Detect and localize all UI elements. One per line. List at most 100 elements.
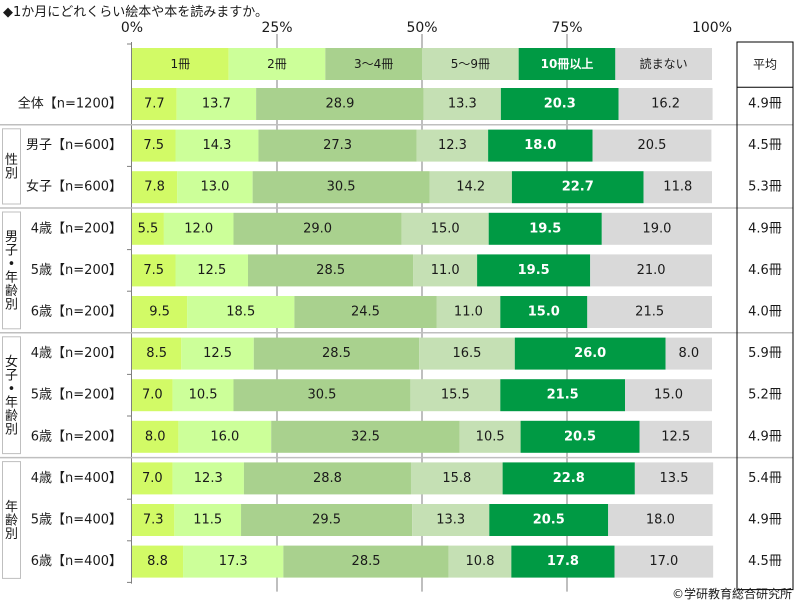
row-label-8: 6歳【n=200】 [31, 429, 122, 444]
average-value-5: 4.0冊 [748, 305, 782, 320]
bar-segment-10-0 [132, 504, 175, 536]
bar-segment-9-3 [410, 462, 503, 495]
bar-segment-2-4 [511, 171, 644, 204]
bar-segment-2-1 [177, 171, 253, 204]
data-label-4-3: 11.0 [431, 263, 460, 278]
data-label-4-4: 19.5 [518, 263, 550, 278]
average-value-8: 4.9冊 [748, 429, 782, 444]
row-label-1: 男子【n=600】 [26, 138, 122, 153]
legend-swatch-4 [518, 48, 616, 80]
data-label-0-1: 13.7 [202, 97, 231, 112]
bar-segment-0-5 [618, 88, 713, 120]
bar-segment-6-1 [181, 337, 254, 370]
row-label-5: 6歳【n=200】 [31, 305, 122, 320]
data-label-10-0: 7.3 [143, 513, 164, 528]
bar-segment-11-2 [283, 545, 449, 578]
group-label-3: 女子•年齢別 [5, 354, 18, 438]
data-label-4-5: 21.0 [637, 263, 666, 278]
x-tick-label: 100% [692, 20, 732, 36]
data-label-6-2: 28.5 [322, 346, 351, 361]
legend-swatch-5 [615, 48, 712, 80]
average-value-7: 5.2冊 [748, 388, 782, 403]
data-label-5-1: 18.5 [226, 305, 255, 320]
data-label-2-0: 7.8 [144, 180, 165, 195]
data-label-9-5: 13.5 [660, 471, 689, 486]
bar-segment-11-5 [614, 545, 714, 578]
bar-segment-10-5 [608, 504, 713, 536]
group-label-2: 男子•年齢別 [5, 230, 18, 313]
data-label-7-3: 15.5 [441, 388, 470, 403]
data-label-6-3: 16.5 [452, 346, 481, 361]
bar-segment-10-3 [412, 504, 490, 536]
bar-segment-11-1 [183, 545, 284, 578]
bar-segment-4-2 [248, 254, 414, 287]
row-label-9: 4歳【n=400】 [31, 471, 122, 486]
data-label-1-2: 27.3 [323, 138, 352, 153]
data-label-11-0: 8.8 [147, 554, 168, 569]
bar-segment-10-1 [174, 504, 242, 536]
bar-segment-8-3 [459, 420, 521, 453]
copyright-credit: ©学研教育総合研究所 [671, 587, 792, 601]
average-value-2: 5.3冊 [748, 180, 782, 195]
data-label-4-2: 28.5 [316, 263, 345, 278]
data-label-6-0: 8.5 [146, 346, 167, 361]
bar-segment-4-4 [477, 254, 591, 287]
data-label-11-1: 17.3 [219, 554, 248, 569]
average-value-9: 5.4冊 [748, 471, 782, 486]
average-value-4: 4.6冊 [748, 263, 782, 278]
legend-label-2: 3～4冊 [354, 57, 393, 71]
data-label-3-5: 19.0 [642, 221, 671, 236]
bar-segment-8-1 [178, 420, 272, 453]
group-box-4 [2, 461, 21, 579]
bar-segment-1-4 [488, 129, 593, 162]
bar-segment-1-2 [258, 129, 417, 162]
bar-segment-2-5 [643, 171, 712, 204]
bar-segment-9-4 [502, 462, 635, 495]
legend-label-1: 2冊 [267, 57, 287, 71]
data-label-3-1: 12.0 [184, 221, 213, 236]
bar-segment-2-2 [252, 171, 430, 204]
average-column-box [736, 41, 794, 591]
data-label-11-5: 17.0 [649, 554, 678, 569]
row-label-4: 5歳【n=200】 [31, 263, 122, 278]
bar-segment-0-0 [132, 88, 177, 120]
data-label-11-3: 10.8 [466, 554, 495, 569]
average-value-6: 5.9冊 [748, 346, 782, 361]
row-label-10: 5歳【n=400】 [31, 513, 122, 528]
legend-swatch-0 [132, 48, 229, 80]
bar-segment-7-4 [500, 379, 625, 412]
bar-segment-11-3 [448, 545, 512, 578]
row-label-3: 4歳【n=200】 [31, 221, 122, 236]
bar-segment-9-2 [243, 462, 411, 495]
data-label-2-5: 11.8 [663, 180, 692, 195]
bar-segment-2-3 [429, 171, 512, 204]
bar-segment-3-1 [163, 212, 234, 245]
legend-label-3: 5～9冊 [451, 57, 490, 71]
bar-segment-0-4 [500, 88, 619, 120]
legend-swatch-1 [228, 48, 326, 80]
bar-segment-1-0 [132, 129, 176, 162]
bar-segment-5-3 [436, 296, 501, 328]
bar-segment-7-1 [172, 379, 234, 412]
group-label-4: 年齢別 [5, 500, 18, 542]
data-label-1-1: 14.3 [202, 138, 231, 153]
data-label-7-2: 30.5 [307, 388, 336, 403]
row-label-2: 女子【n=600】 [26, 179, 122, 195]
data-label-5-5: 21.5 [635, 305, 664, 320]
bar-segment-5-4 [500, 296, 588, 328]
bar-segment-11-4 [511, 545, 615, 578]
data-label-3-4: 19.5 [529, 221, 561, 236]
group-box-2 [2, 211, 21, 330]
bar-segment-6-5 [665, 337, 712, 370]
bar-segment-3-0 [132, 212, 164, 245]
bar-segment-7-5 [625, 379, 712, 412]
data-label-3-0: 5.5 [138, 221, 159, 236]
data-label-2-1: 13.0 [200, 180, 229, 195]
bar-segment-0-2 [256, 88, 424, 120]
data-label-8-0: 8.0 [145, 429, 166, 444]
bar-segment-7-3 [410, 379, 501, 412]
data-label-9-4: 22.8 [553, 471, 585, 486]
bar-segment-1-3 [416, 129, 489, 162]
data-label-0-3: 13.3 [448, 97, 477, 112]
